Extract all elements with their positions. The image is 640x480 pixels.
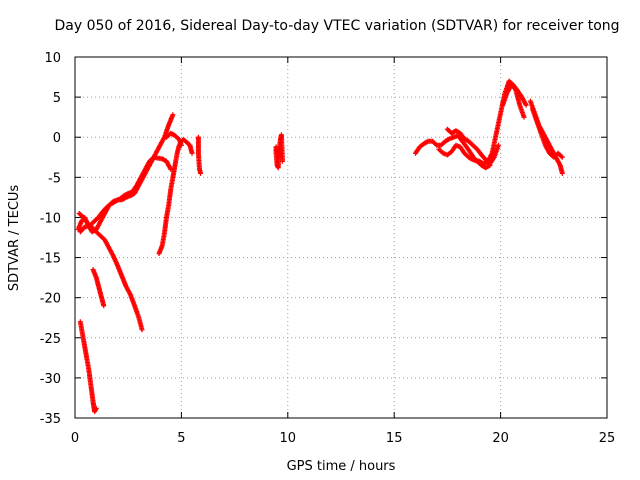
data-point bbox=[521, 114, 527, 120]
data-point bbox=[523, 102, 529, 108]
y-tick-label: -25 bbox=[40, 332, 61, 347]
y-axis-label: SDTVAR / TECUs bbox=[7, 185, 22, 292]
x-tick-label: 0 bbox=[71, 431, 79, 446]
grid bbox=[75, 57, 607, 418]
y-tick-label: 10 bbox=[44, 51, 61, 66]
data-point bbox=[559, 154, 565, 160]
x-axis-label: GPS time / hours bbox=[287, 459, 396, 474]
data-point bbox=[487, 162, 493, 168]
data-point bbox=[178, 142, 184, 148]
data-point bbox=[279, 158, 285, 164]
data-point bbox=[139, 327, 145, 333]
data-point bbox=[198, 170, 204, 176]
data-point bbox=[101, 303, 107, 309]
axis-ticks: 0 5 10 15 20 25 10 5 0 -5 -10 -15 -20 -25 -30 -35 bbox=[40, 51, 616, 446]
y-tick-label: -5 bbox=[48, 171, 61, 186]
y-tick-label: -15 bbox=[40, 252, 61, 267]
chart-title: Day 050 of 2016, Sidereal Day-to-day VTE… bbox=[54, 18, 619, 34]
y-tick-label: -20 bbox=[40, 292, 61, 307]
x-tick-label: 20 bbox=[492, 431, 509, 446]
data-points bbox=[75, 78, 565, 415]
x-tick-label: 25 bbox=[599, 431, 616, 446]
y-tick-label: -10 bbox=[40, 211, 61, 226]
data-point bbox=[170, 112, 176, 118]
y-tick-label: 5 bbox=[53, 91, 61, 106]
x-tick-label: 5 bbox=[177, 431, 185, 446]
y-tick-label: 0 bbox=[53, 131, 61, 146]
data-point bbox=[189, 150, 195, 156]
data-point bbox=[93, 405, 99, 411]
data-point bbox=[495, 142, 501, 148]
x-tick-label: 10 bbox=[280, 431, 297, 446]
x-tick-label: 15 bbox=[386, 431, 403, 446]
plot-frame bbox=[74, 56, 608, 419]
y-tick-label: -35 bbox=[40, 412, 61, 427]
data-point bbox=[559, 170, 565, 176]
y-tick-label: -30 bbox=[40, 372, 61, 387]
